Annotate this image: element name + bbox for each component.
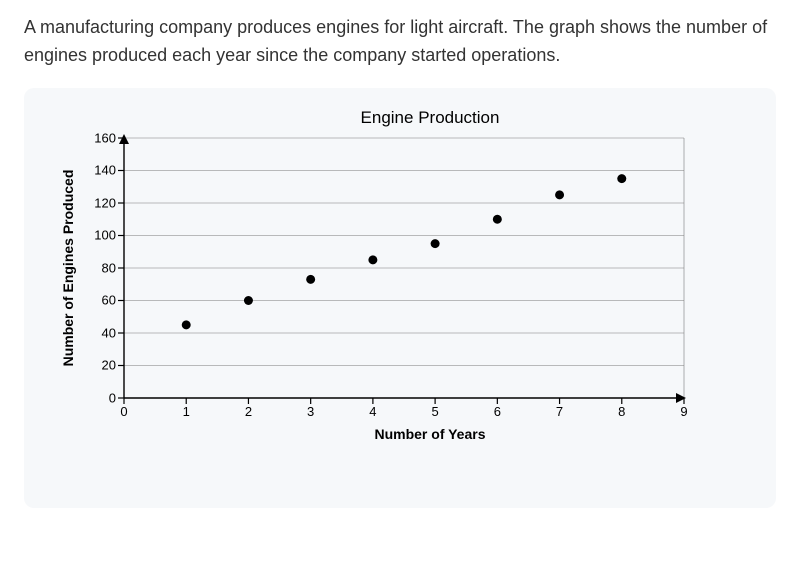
y-tick-label: 100	[94, 228, 116, 243]
y-tick-label: 40	[102, 325, 116, 340]
question-text: A manufacturing company produces engines…	[0, 0, 800, 76]
data-point	[493, 215, 502, 224]
data-point	[555, 190, 564, 199]
y-tick-label: 0	[109, 390, 116, 405]
data-point	[431, 239, 440, 248]
data-point	[617, 174, 626, 183]
x-axis-label: Number of Years	[114, 426, 746, 442]
chart-card: Engine Production Number of Engines Prod…	[24, 88, 776, 508]
y-axis-arrow	[119, 134, 129, 144]
data-point	[306, 275, 315, 284]
y-tick-label: 140	[94, 163, 116, 178]
y-axis-label: Number of Engines Produced	[60, 169, 76, 366]
scatter-plot-svg	[124, 138, 704, 410]
data-point	[182, 320, 191, 329]
y-tick-label: 80	[102, 260, 116, 275]
y-tick-label: 120	[94, 195, 116, 210]
data-point	[368, 255, 377, 264]
y-tick-label: 20	[102, 358, 116, 373]
data-point	[244, 296, 253, 305]
y-tick-label: 60	[102, 293, 116, 308]
chart-title: Engine Production	[114, 108, 746, 128]
plot-area: Number of Engines Produced 0123456789020…	[124, 138, 684, 398]
y-tick-label: 160	[94, 130, 116, 145]
